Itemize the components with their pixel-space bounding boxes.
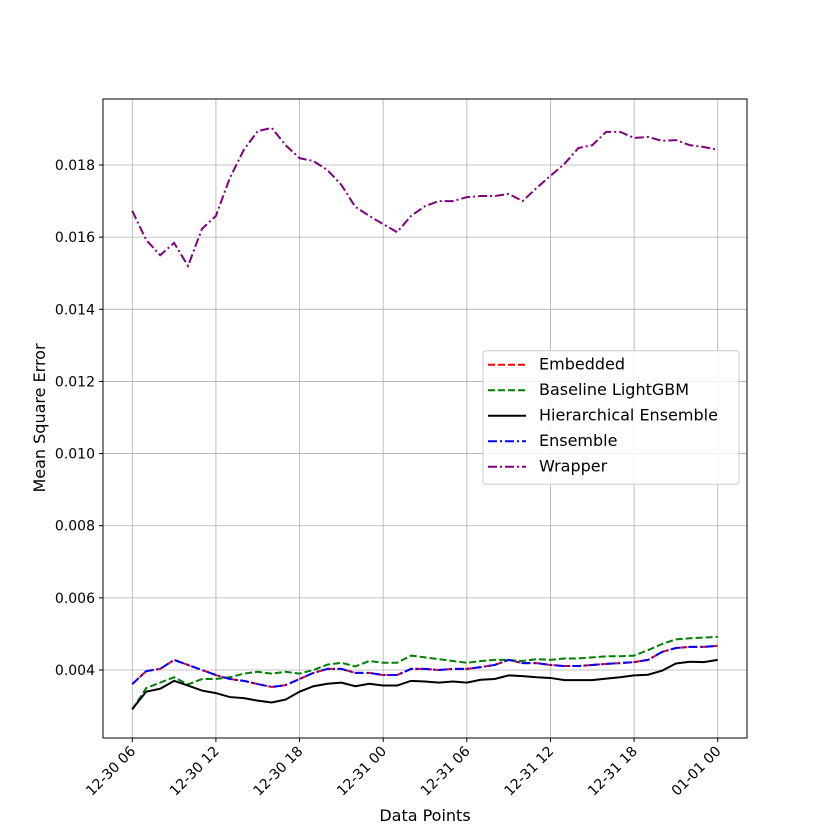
legend-label: Wrapper [539, 456, 608, 475]
series-line [131, 635, 718, 711]
y-tick-label: 0.012 [55, 374, 95, 390]
y-tick-label: 0.010 [55, 447, 95, 463]
series-line [131, 126, 718, 269]
x-tick-label: 12-30 06 [83, 743, 139, 799]
x-tick-label: 12-31 18 [585, 744, 641, 800]
x-axis-label: Data Points [379, 806, 470, 825]
x-tick-label: 12-31 12 [501, 744, 557, 800]
series-line [131, 658, 718, 710]
series-line [131, 644, 718, 688]
legend-label: Baseline LightGBM [539, 380, 689, 399]
x-tick-label: 12-31 06 [418, 743, 474, 799]
y-tick-label: 0.008 [55, 519, 95, 535]
x-tick-label: 12-31 00 [334, 744, 390, 800]
y-tick-label: 0.014 [55, 302, 95, 318]
plot-frame [102, 98, 748, 739]
x-tick-label: 12-30 18 [251, 744, 307, 800]
legend-label: Hierarchical Ensemble [539, 405, 718, 424]
legend: Embedded Baseline LightGBM Hierarchical En… [482, 350, 740, 485]
x-tick-label: 01-01 00 [669, 744, 725, 800]
y-tick-label: 0.016 [55, 230, 95, 246]
y-tick-label: 0.006 [55, 591, 95, 607]
legend-box [482, 350, 740, 485]
y-tick-label: 0.018 [55, 158, 95, 174]
legend-label: Ensemble [539, 431, 617, 450]
legend-label: Embedded [539, 354, 625, 373]
y-tick-label: 0.004 [55, 663, 95, 679]
y-axis-label: Mean Square Error [30, 343, 49, 493]
x-tick-label: 12-30 12 [167, 744, 223, 800]
